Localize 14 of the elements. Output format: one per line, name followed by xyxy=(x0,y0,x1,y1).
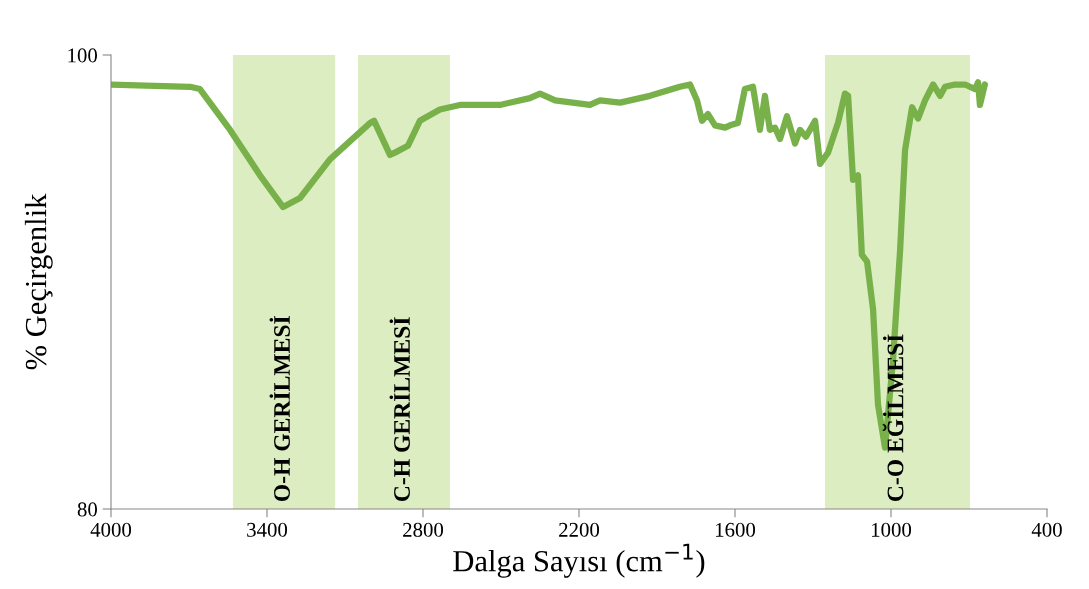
x-tick-label: 1000 xyxy=(872,522,912,537)
band-label: C-O EĞİLMESİ xyxy=(882,334,904,502)
x-tick-label: 2200 xyxy=(559,522,600,537)
x-tick-label: 1600 xyxy=(716,522,756,537)
x-tick-label: 400 xyxy=(1031,522,1062,537)
x-axis-title: Dalga Sayısı (cm$^{−1}$) xyxy=(453,543,705,578)
band-label: C-H GERİLMESİ xyxy=(389,317,410,502)
y-axis-title: % Geçirgenlik xyxy=(24,193,53,370)
x-tick-label: 2800 xyxy=(403,522,444,537)
band-label: O-H GERİLMESİ xyxy=(269,316,290,502)
y-tick-label: 80 xyxy=(77,502,98,517)
x-tick-label: 4000 xyxy=(90,522,132,537)
y-tick-label: 100 xyxy=(68,48,98,63)
x-tick-label: 3400 xyxy=(247,522,288,537)
